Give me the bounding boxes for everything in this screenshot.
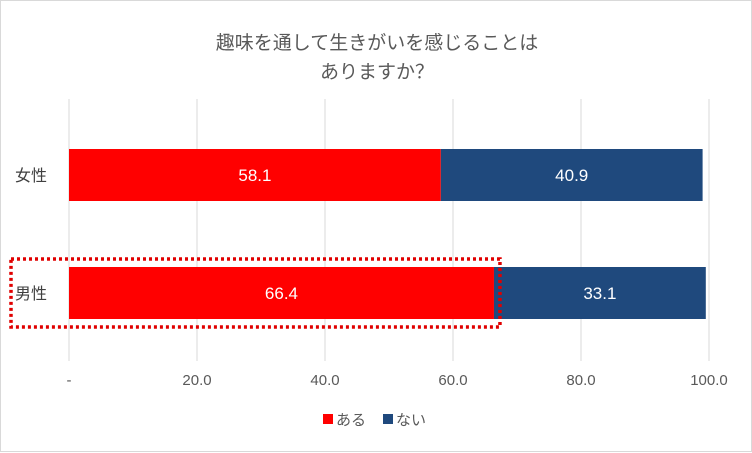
legend-label: ない (396, 411, 426, 429)
highlight-group (9, 257, 502, 329)
x-tick-label: - (67, 372, 72, 389)
legend-swatch (323, 414, 333, 424)
bar-yes (69, 149, 441, 201)
legend: ある ない (323, 411, 426, 429)
category-label: 男性 (15, 284, 47, 303)
chart-title-line-2: ありますか？ (320, 61, 434, 83)
x-tick-label: 40.0 (310, 372, 339, 389)
highlight-box (9, 257, 502, 329)
data-label: 33.1 (583, 284, 616, 303)
bar-no (440, 149, 703, 201)
bar-no (493, 267, 706, 319)
data-label: 66.4 (265, 284, 298, 303)
chart-title-line-1: 趣味を通して生きがいを感じることは (216, 32, 538, 54)
data-label: 40.9 (555, 166, 588, 185)
bar-yes (69, 267, 494, 319)
gridlines (68, 99, 710, 361)
x-tick-labels: - 20.0 40.0 60.0 80.0 100.0 (67, 372, 728, 389)
legend-label: ある (336, 411, 366, 429)
data-label: 58.1 (238, 166, 271, 185)
x-tick-label: 80.0 (566, 372, 595, 389)
x-tick-label: 60.0 (438, 372, 467, 389)
category-label: 女性 (15, 166, 47, 185)
x-tick-label: 100.0 (690, 372, 728, 389)
x-tick-label: 20.0 (182, 372, 211, 389)
bars: 58.1 40.9 66.4 33.1 (69, 149, 706, 319)
legend-swatch (383, 414, 393, 424)
